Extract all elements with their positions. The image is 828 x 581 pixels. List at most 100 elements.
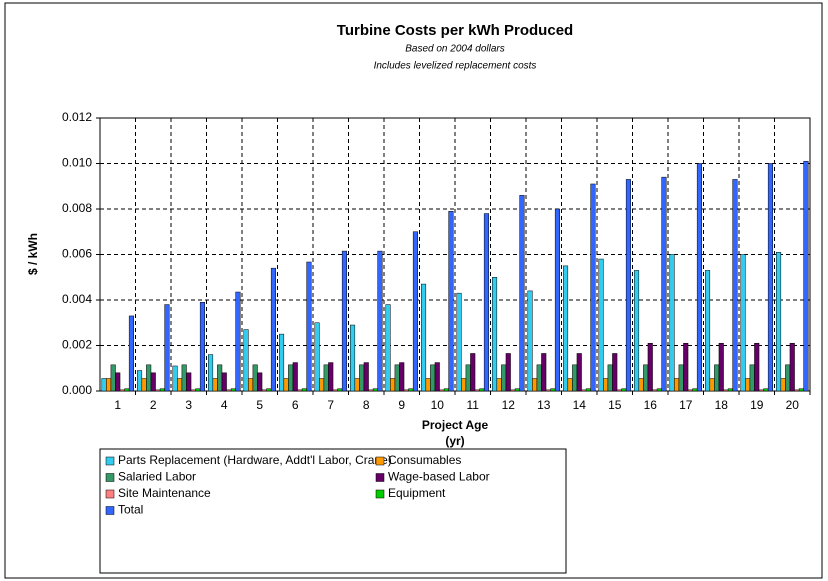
- x-axis-label: (yr): [445, 434, 464, 448]
- x-tick-label: 8: [363, 398, 370, 412]
- bar: [647, 342, 653, 392]
- bar: [323, 364, 329, 392]
- bar: [199, 302, 205, 392]
- bar: [798, 388, 804, 392]
- bar: [217, 364, 223, 392]
- chart-subtitle: Based on 2004 dollars: [405, 44, 505, 55]
- bar: [550, 388, 556, 392]
- bar: [181, 364, 187, 392]
- bar: [408, 388, 414, 392]
- legend-label: Parts Replacement (Hardware, Addt'l Labo…: [118, 453, 392, 467]
- bar: [270, 267, 276, 392]
- legend-swatch: [105, 473, 115, 482]
- y-tick-label: 0.006: [62, 247, 92, 261]
- bar: [683, 342, 689, 392]
- bar: [514, 388, 520, 392]
- x-axis-label: Project Age: [422, 418, 489, 432]
- bar: [590, 183, 596, 392]
- bar: [115, 372, 121, 392]
- x-tick-label: 17: [679, 398, 693, 412]
- bar: [288, 364, 294, 392]
- bar: [137, 370, 143, 392]
- x-tick-label: 1: [114, 398, 121, 412]
- bar: [159, 388, 165, 392]
- chart-title: Turbine Costs per kWh Produced: [337, 22, 573, 39]
- bar: [656, 388, 662, 392]
- bar: [421, 283, 427, 392]
- bar: [767, 163, 773, 392]
- bar: [243, 329, 249, 392]
- bar: [314, 322, 320, 392]
- bar: [554, 208, 560, 392]
- bar: [332, 389, 338, 392]
- bar: [709, 378, 715, 392]
- x-tick-label: 5: [256, 398, 263, 412]
- bar: [785, 364, 791, 392]
- bar: [567, 378, 573, 392]
- bar: [235, 291, 241, 392]
- bar: [727, 388, 733, 392]
- x-tick-label: 3: [185, 398, 192, 412]
- bar: [124, 388, 130, 392]
- bar: [541, 353, 547, 392]
- y-tick-label: 0.012: [62, 110, 92, 124]
- bar: [257, 372, 263, 392]
- bar: [723, 389, 729, 392]
- bar: [155, 389, 161, 392]
- bar: [745, 378, 751, 392]
- bar: [341, 250, 347, 392]
- bar: [585, 388, 591, 392]
- bar: [150, 372, 156, 392]
- bar: [208, 354, 214, 392]
- bar: [749, 364, 755, 392]
- bar: [141, 378, 147, 392]
- bar: [754, 342, 760, 392]
- bar: [261, 389, 267, 392]
- legend-label: Salaried Labor: [118, 470, 196, 484]
- bar: [474, 389, 480, 392]
- bar: [252, 364, 258, 392]
- bar: [598, 258, 604, 392]
- bar: [714, 364, 720, 392]
- bar: [510, 389, 516, 392]
- bar: [789, 342, 795, 392]
- legend-swatch: [105, 506, 115, 515]
- bar: [292, 362, 298, 392]
- bar: [399, 362, 405, 392]
- legend-swatch: [375, 489, 385, 499]
- y-tick-label: 0.000: [62, 383, 92, 397]
- bar: [297, 389, 303, 392]
- bar: [576, 353, 582, 392]
- bar: [119, 389, 125, 392]
- bar: [536, 364, 542, 392]
- x-tick-label: 11: [467, 398, 480, 412]
- legend-label: Equipment: [388, 486, 446, 500]
- x-tick-label: 7: [327, 398, 334, 412]
- bar: [705, 270, 711, 392]
- bar: [306, 261, 312, 392]
- bar: [195, 388, 201, 392]
- bar: [425, 378, 431, 392]
- bar: [776, 251, 782, 392]
- x-tick-label: 18: [715, 398, 729, 412]
- bar: [643, 364, 649, 392]
- x-tick-label: 15: [608, 398, 622, 412]
- bar: [496, 378, 502, 392]
- x-tick-label: 20: [786, 398, 800, 412]
- bar: [527, 290, 533, 392]
- bar: [221, 372, 227, 392]
- bar: [572, 364, 578, 392]
- bar: [740, 254, 746, 392]
- bar: [519, 195, 525, 392]
- bar: [172, 365, 178, 392]
- bar: [692, 388, 698, 392]
- bar: [226, 389, 232, 392]
- bar: [479, 388, 485, 392]
- bar: [394, 364, 400, 392]
- bar: [363, 362, 369, 392]
- bar: [763, 388, 769, 392]
- bar: [612, 353, 618, 392]
- bar: [803, 160, 809, 392]
- bar: [465, 364, 471, 392]
- x-tick-label: 13: [537, 398, 551, 412]
